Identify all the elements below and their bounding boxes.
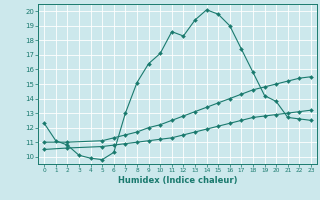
X-axis label: Humidex (Indice chaleur): Humidex (Indice chaleur) bbox=[118, 176, 237, 185]
